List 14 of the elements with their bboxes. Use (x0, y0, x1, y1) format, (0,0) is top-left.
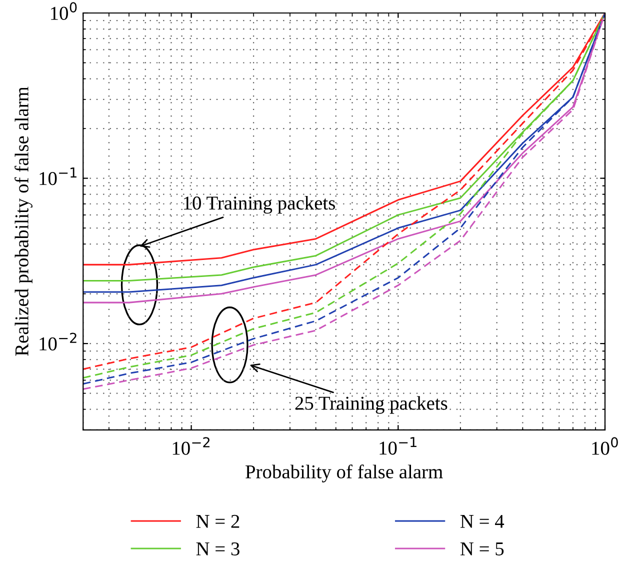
y-axis-title: Realized probability of false alarm (14, 86, 32, 356)
legend-label: N = 4 (460, 514, 504, 528)
x-tick-label: 10$^{0}$ (592, 437, 618, 455)
annotation: 25 Training packets (295, 396, 448, 414)
x-axis-title: Probability of false alarm (246, 464, 443, 482)
annotation: 10 Training packets (184, 196, 335, 214)
legend-label: N = 2 (196, 514, 240, 528)
y-tick-label: 10$^{−2}$ (40, 332, 76, 350)
y-tick-label: 10$^{−1}$ (40, 168, 76, 186)
legend-label: N = 5 (460, 542, 504, 556)
x-tick-label: 10$^{−1}$ (380, 437, 416, 455)
legend-label: N = 3 (196, 542, 240, 556)
x-tick-label: 10$^{−2}$ (172, 437, 210, 455)
y-tick-label: 10$^{0}$ (51, 2, 77, 20)
